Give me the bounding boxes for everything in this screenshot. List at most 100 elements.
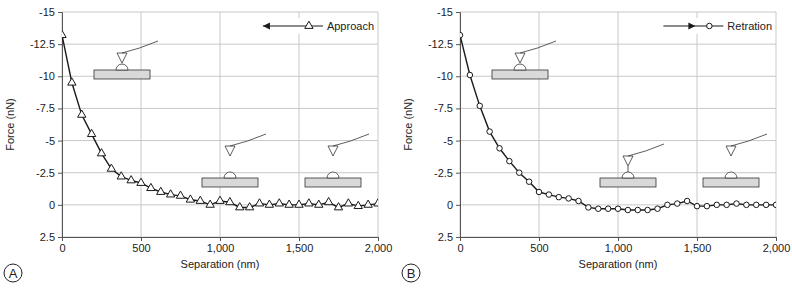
point [107, 164, 115, 171]
tick: 0 [49, 199, 62, 211]
point [516, 170, 522, 176]
cantilever [122, 41, 158, 53]
sample [327, 172, 339, 178]
tick-label: -2.5 [36, 167, 55, 179]
tick: -5 [45, 135, 62, 147]
point [526, 179, 532, 185]
tick-label: 1,000 [207, 242, 235, 254]
point [615, 206, 621, 212]
tick: 500 [132, 237, 150, 254]
point [655, 206, 661, 212]
tick-label: 2.5 [438, 231, 453, 243]
tick-label: -7.5 [36, 102, 55, 114]
point [166, 190, 174, 197]
series-line [62, 35, 378, 207]
legend-line [263, 25, 323, 26]
grid-line [62, 44, 378, 45]
tick: 2.5 [40, 231, 62, 243]
point [68, 78, 76, 85]
tick-mark [58, 173, 62, 174]
point [206, 200, 214, 207]
tick: 2,000 [365, 237, 393, 254]
y-axis-title: Force (nN) [402, 98, 414, 151]
point [216, 196, 224, 203]
point [324, 197, 332, 204]
point [295, 200, 303, 207]
tick-mark [220, 237, 221, 241]
tick: 1,000 [207, 237, 235, 254]
panel-label-circle [402, 264, 420, 282]
point [773, 202, 776, 208]
tip [225, 146, 235, 156]
legend-label: Retration [727, 20, 772, 32]
grid-line [460, 140, 776, 141]
point [275, 199, 283, 206]
point [724, 202, 730, 208]
plot-area [460, 32, 776, 212]
sample [622, 172, 634, 178]
sample [514, 64, 526, 70]
panel-label: A [9, 266, 18, 281]
panel-label-circle [4, 264, 22, 282]
tick-label: -5 [443, 135, 453, 147]
point [645, 207, 651, 213]
point [507, 158, 513, 164]
point [556, 194, 562, 200]
point [157, 187, 165, 194]
tick-mark [776, 237, 777, 241]
tick: 0 [457, 237, 463, 254]
point [374, 199, 378, 206]
x-axis-title: Separation (nm) [579, 258, 658, 270]
point [78, 110, 86, 117]
point [196, 196, 204, 203]
point [586, 205, 592, 211]
tick-mark [299, 237, 300, 241]
point [487, 129, 493, 135]
tick-label: -15 [39, 6, 55, 18]
axis-line [58, 13, 63, 238]
tick-label: 500 [132, 242, 150, 254]
point [62, 30, 66, 37]
grid-line [460, 108, 776, 109]
cantilever [230, 134, 266, 146]
point [315, 200, 323, 207]
point [127, 176, 135, 183]
point [305, 199, 313, 206]
legend-arrowhead [688, 23, 695, 30]
tick-mark [456, 12, 460, 13]
substrate [94, 70, 150, 79]
y-axis-title: Force (nN) [4, 98, 16, 151]
tick-mark [378, 237, 379, 241]
point [546, 192, 552, 198]
tip [328, 146, 338, 156]
cantilever [731, 134, 767, 146]
point [467, 72, 473, 78]
grid [62, 12, 378, 237]
point [674, 201, 680, 207]
panel-label: B [407, 266, 416, 281]
tick-label: 2,000 [365, 242, 393, 254]
tick: 0 [59, 237, 65, 254]
substrate [492, 70, 548, 79]
point [176, 191, 184, 198]
tick-mark [58, 12, 62, 13]
panel: 05001,0001,5002,000-15-12.5-10-7.5-5-2.5… [4, 6, 392, 282]
substrate [600, 178, 656, 187]
axis-line [456, 13, 461, 238]
tick-label: -7.5 [434, 102, 453, 114]
tick: 500 [530, 237, 548, 254]
substrate [703, 178, 759, 187]
tick: 1,500 [684, 237, 712, 254]
tick: 1,000 [605, 237, 633, 254]
tick-mark [58, 44, 62, 45]
tick-label: 0 [447, 199, 453, 211]
point [536, 189, 542, 195]
x-axis-title: Separation (nm) [181, 258, 260, 270]
substrate [305, 178, 361, 187]
tick: -10 [437, 70, 460, 82]
tick: -10 [39, 70, 62, 82]
y-axis: -15-12.5-10-7.5-5-2.502.5 [428, 6, 461, 243]
tick: 2,000 [763, 237, 791, 254]
grid-line [460, 12, 776, 13]
y-axis: -15-12.5-10-7.5-5-2.502.5 [30, 6, 63, 243]
